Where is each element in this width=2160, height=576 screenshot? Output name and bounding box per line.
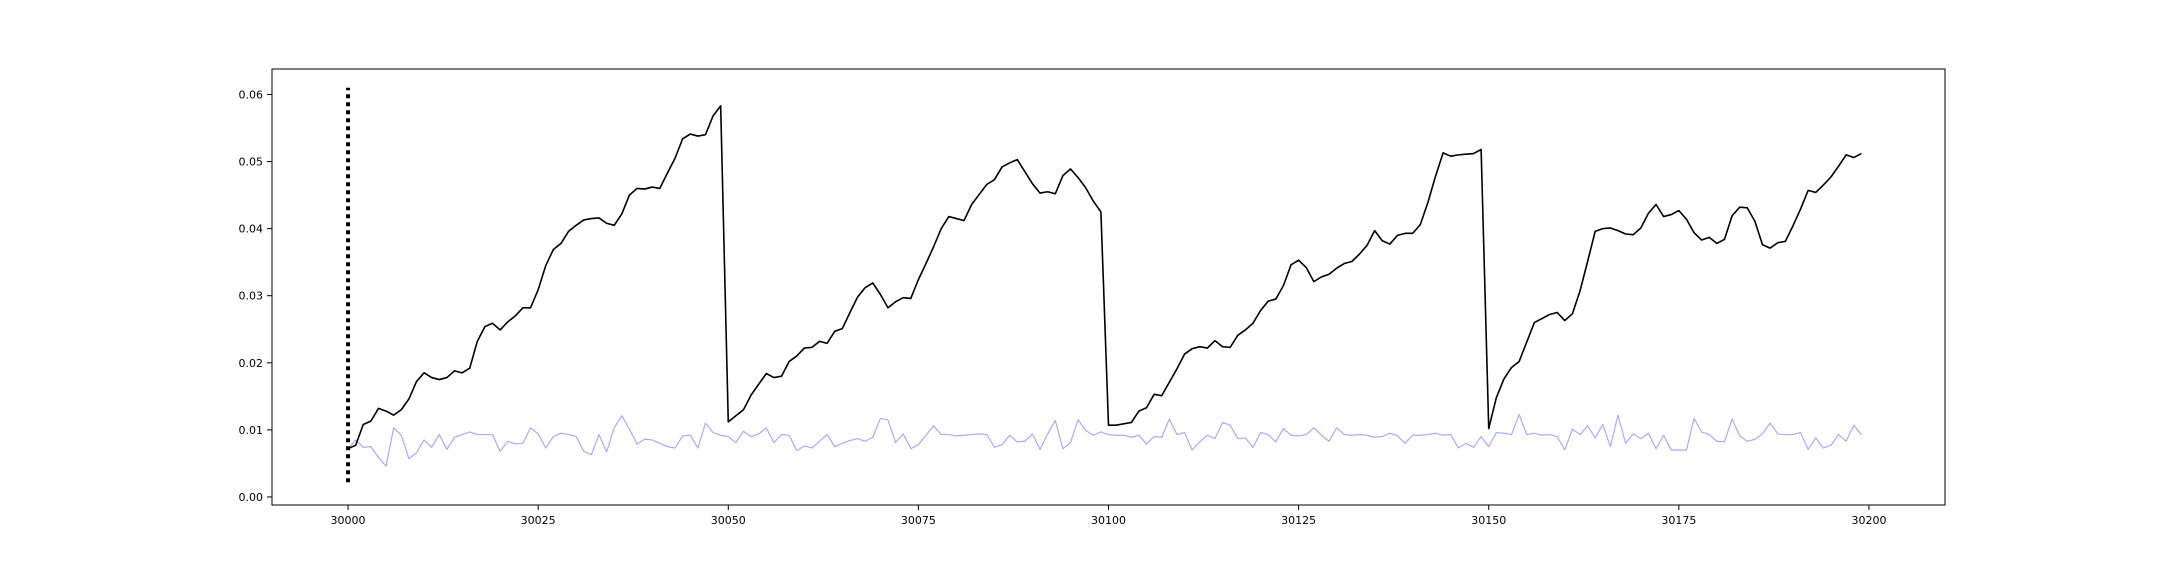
y-tick-label: 0.05 <box>239 156 264 169</box>
x-tick-label: 30075 <box>901 514 936 527</box>
x-tick-label: 30100 <box>1091 514 1126 527</box>
x-axis: 30000 30025 30050 30075 30100 30125 30150 30175… <box>331 505 1886 527</box>
y-tick-label: 0.04 <box>239 223 264 236</box>
y-tick-label: 0.03 <box>239 290 264 303</box>
x-tick-label: 30175 <box>1661 514 1696 527</box>
series-line-1 <box>347 413 1862 467</box>
series-layer <box>347 105 1862 467</box>
y-tick-label: 0.06 <box>239 88 264 101</box>
x-tick-label: 30125 <box>1281 514 1316 527</box>
series-line-0 <box>347 105 1862 450</box>
y-tick-label: 0.01 <box>239 424 264 437</box>
x-tick-label: 30000 <box>331 514 366 527</box>
x-tick-label: 30150 <box>1471 514 1506 527</box>
y-axis: 0.00 0.01 0.02 0.03 0.04 0.05 0.06 <box>239 88 272 504</box>
y-tick-label: 0.02 <box>239 357 264 370</box>
x-tick-label: 30025 <box>521 514 556 527</box>
y-tick-label: 0.00 <box>239 491 264 504</box>
x-tick-label: 30200 <box>1851 514 1886 527</box>
x-tick-label: 30050 <box>711 514 746 527</box>
